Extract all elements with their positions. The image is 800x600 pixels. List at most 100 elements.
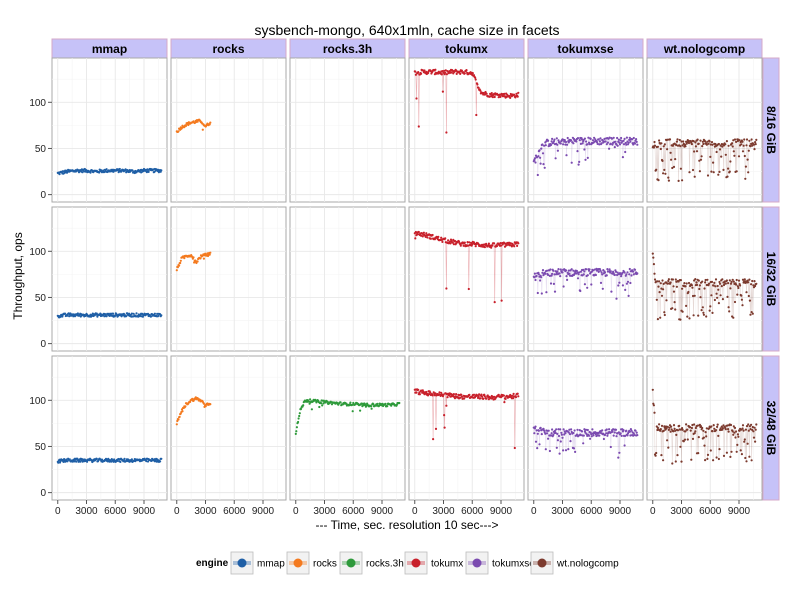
x-tick-label: 3000 [194,506,217,517]
data-point [209,251,212,254]
data-point [735,140,738,143]
data-point [663,168,666,171]
legend: engine mmap rocks rocks.3h tokumx tokumxse wt… [196,551,619,575]
data-point [577,273,580,276]
data-point [621,156,625,159]
data-point [153,312,156,315]
data-point [705,427,708,430]
data-point [572,269,575,272]
legend-key-dot [346,558,356,568]
y-tick-label: 50 [35,144,47,155]
data-point [612,136,615,139]
data-point [692,140,695,143]
data-point [549,282,553,285]
data-point [145,460,148,463]
data-point [431,394,434,397]
data-point [555,446,558,449]
data-point [543,429,546,432]
data-point [698,159,701,162]
data-point [623,271,626,274]
data-point [485,397,488,400]
data-point [588,268,591,271]
data-point [421,235,424,238]
data-point [675,433,678,436]
data-point [533,427,537,430]
data-point [556,439,560,442]
data-point [433,394,436,397]
data-point [717,173,720,176]
data-point [670,158,673,161]
data-point [508,244,511,247]
data-point [679,167,683,170]
data-point [533,276,536,279]
data-point [147,170,150,173]
data-point [679,279,683,282]
data-point [674,278,677,281]
data-point [662,288,665,291]
data-point [609,445,612,449]
data-point [533,432,536,435]
data-point [512,392,515,395]
data-point [651,252,654,255]
data-point [339,401,342,404]
data-point [616,273,619,277]
panel-tokumxse-32-48-gib [527,355,644,501]
data-point [568,428,571,431]
data-point [572,431,575,435]
data-point [618,281,621,284]
data-point [310,408,313,411]
data-point [726,424,729,427]
data-point [517,91,520,94]
data-point [739,140,742,144]
data-point [683,282,686,285]
data-point [665,427,668,430]
data-point [593,268,596,271]
data-point [580,430,584,433]
data-point [552,282,556,285]
data-point [541,143,544,146]
data-point [449,242,452,245]
data-point [724,428,727,431]
y-tick-label: 100 [29,396,46,407]
data-point [452,243,455,246]
data-point [653,144,657,147]
data-point [611,430,614,433]
data-point [699,296,702,299]
strip-top-label-tokumx: tokumx [445,42,488,56]
data-point [429,391,432,394]
data-point [615,297,618,300]
panel-background [170,355,287,501]
data-point [686,315,689,318]
data-point [741,278,745,281]
data-point [717,457,721,461]
data-point [176,419,179,423]
data-point [536,432,539,435]
data-point [660,424,664,427]
data-point [479,89,482,92]
data-point [701,306,704,309]
data-point [559,428,562,431]
data-point [455,72,458,75]
data-point [551,137,554,140]
data-point [118,167,121,171]
data-point [563,139,566,142]
data-point [720,285,723,288]
data-point [119,460,122,463]
data-point [622,429,625,432]
data-point [716,296,719,299]
data-point [678,138,681,142]
data-point [69,312,72,315]
data-point [474,78,477,81]
data-point [437,235,440,238]
data-point [618,451,621,454]
data-point [105,168,108,171]
data-point [578,139,581,142]
data-point [617,138,621,141]
data-point [536,291,539,295]
data-point [717,302,721,305]
data-point [586,428,589,432]
data-point [540,433,543,436]
data-point [176,266,179,269]
data-point [466,241,469,244]
data-point [669,281,672,284]
